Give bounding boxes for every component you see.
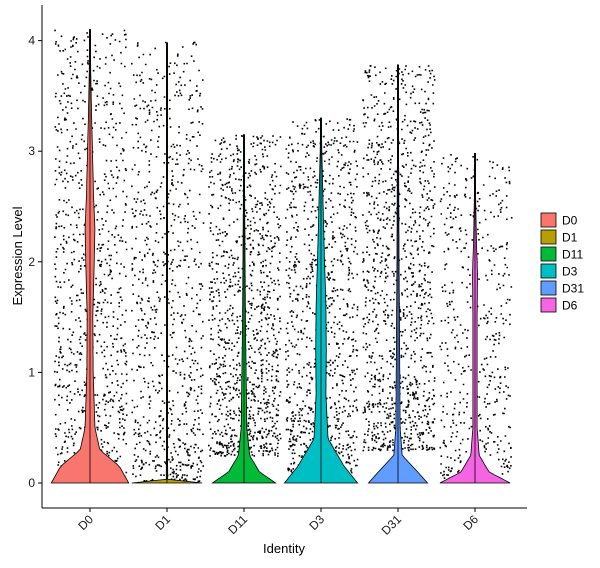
legend-swatch (540, 297, 557, 313)
x-tick-label: D6 (460, 512, 481, 533)
legend-swatch (540, 246, 557, 262)
y-tick-label: 2 (28, 255, 35, 269)
points-D6 (439, 154, 513, 479)
x-ticks: D0 D1 D11 D3 D31 D6 (75, 508, 481, 538)
legend-label: D6 (562, 299, 578, 313)
legend-swatch (540, 280, 557, 296)
y-axis-title: Expression Level (10, 206, 25, 305)
legend-label: D11 (562, 248, 583, 262)
points-cloud-D3 (285, 118, 359, 474)
y-ticks: 0 1 2 3 4 (28, 34, 42, 490)
legend-swatch (540, 263, 557, 279)
y-tick-label: 3 (28, 144, 35, 158)
legend-item-D6: D6 (540, 297, 578, 313)
x-tick-label: D3 (306, 512, 327, 533)
points-D3 (285, 118, 359, 474)
legend-label: D3 (562, 265, 578, 279)
legend-item-D0: D0 (540, 212, 578, 228)
legend-item-D11: D11 (540, 246, 583, 262)
jitter-points (54, 29, 513, 483)
legend-item-D31: D31 (540, 280, 584, 296)
legend-swatch (540, 229, 557, 245)
violins (50, 29, 511, 484)
x-axis-title: Identity (263, 541, 305, 556)
y-tick-label: 4 (28, 34, 35, 48)
axes (41, 5, 527, 509)
legend-item-D3: D3 (540, 263, 578, 279)
points-cloud-D6 (439, 154, 513, 479)
legend-item-D1: D1 (540, 229, 578, 245)
legend-label: D0 (562, 214, 578, 228)
x-tick-label: D0 (75, 512, 96, 533)
legend-swatch (540, 212, 557, 228)
legend: D0 D1 D11 D3 D31 D6 (540, 212, 584, 313)
y-tick-label: 1 (28, 365, 35, 379)
x-tick-label: D1 (152, 512, 173, 533)
x-tick-label: D31 (379, 512, 405, 538)
legend-label: D31 (562, 282, 584, 296)
y-tick-label: 0 (28, 476, 35, 490)
legend-label: D1 (562, 231, 578, 245)
x-tick-label: D11 (225, 512, 250, 537)
